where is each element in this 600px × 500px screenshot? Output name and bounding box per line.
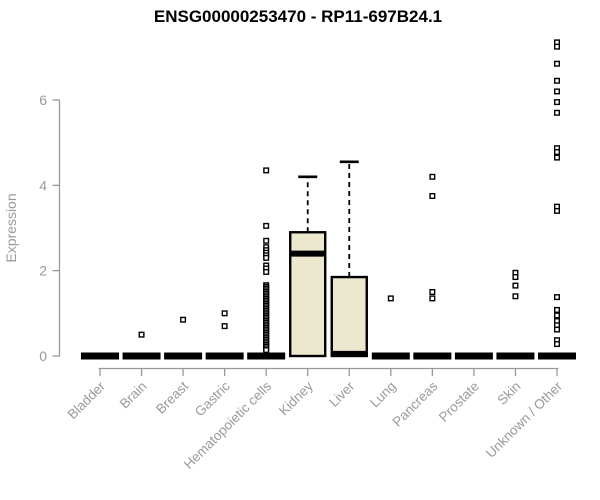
outlier-point: [553, 43, 560, 50]
collapsed-box: [454, 352, 493, 360]
collapsed-box: [496, 352, 535, 360]
y-tick-label: 0: [39, 348, 47, 364]
collapsed-box: [81, 352, 119, 360]
outlier-point: [180, 316, 187, 323]
chart-title: ENSG00000253470 - RP11-697B24.1: [154, 7, 442, 26]
outlier-point: [553, 77, 560, 84]
x-category-label: Liver: [326, 378, 358, 410]
x-category-label: Lung: [367, 379, 399, 411]
y-tick-label: 2: [39, 263, 47, 279]
x-category-label: Kidney: [276, 378, 316, 418]
outlier-point: [512, 282, 519, 289]
outlier-point: [553, 154, 560, 161]
outlier-point: [553, 88, 560, 95]
outlier-point: [387, 295, 394, 302]
y-tick-label: 6: [39, 92, 47, 108]
collapsed-box: [205, 352, 244, 360]
outlier-point: [138, 331, 145, 338]
outlier-point: [553, 326, 560, 333]
collapsed-box: [247, 352, 286, 360]
x-category-label: Gastric: [192, 378, 233, 419]
outlier-point: [553, 207, 560, 214]
x-category-label: Skin: [494, 379, 523, 408]
y-axis-label: Expression: [3, 193, 19, 262]
collapsed-box: [537, 352, 576, 360]
outlier-point: [263, 268, 270, 275]
outlier-point: [263, 347, 270, 354]
box: [330, 275, 368, 358]
outlier-point: [263, 222, 270, 229]
collapsed-box: [371, 352, 410, 360]
collapsed-box: [164, 352, 203, 360]
outlier-point: [429, 288, 436, 295]
outlier-point: [553, 312, 560, 319]
outlier-point: [512, 274, 519, 281]
x-category-label: Prostate: [436, 379, 482, 425]
outlier-point: [553, 60, 560, 67]
x-category-label: Brain: [117, 379, 150, 412]
outlier-point: [553, 341, 560, 348]
outlier-point: [553, 306, 560, 313]
outlier-point: [429, 192, 436, 199]
collapsed-box: [413, 352, 452, 360]
x-category-label: Pancreas: [390, 378, 441, 429]
outlier-point: [512, 293, 519, 300]
outlier-point: [429, 295, 436, 302]
outlier-point: [221, 323, 228, 330]
collapsed-box: [122, 352, 161, 360]
x-category-label: Breast: [153, 378, 191, 416]
outlier-point: [263, 254, 270, 261]
outlier-point: [429, 173, 436, 180]
outlier-point: [553, 294, 560, 301]
outlier-point: [553, 99, 560, 106]
x-category-label: Bladder: [65, 378, 109, 422]
outlier-point: [263, 167, 270, 174]
outlier-point: [263, 237, 270, 244]
x-category-label: Unknown / Other: [483, 378, 566, 461]
y-tick-label: 4: [39, 177, 47, 193]
outlier-point: [553, 109, 560, 116]
outlier-point: [553, 149, 560, 156]
outlier-point: [221, 310, 228, 317]
